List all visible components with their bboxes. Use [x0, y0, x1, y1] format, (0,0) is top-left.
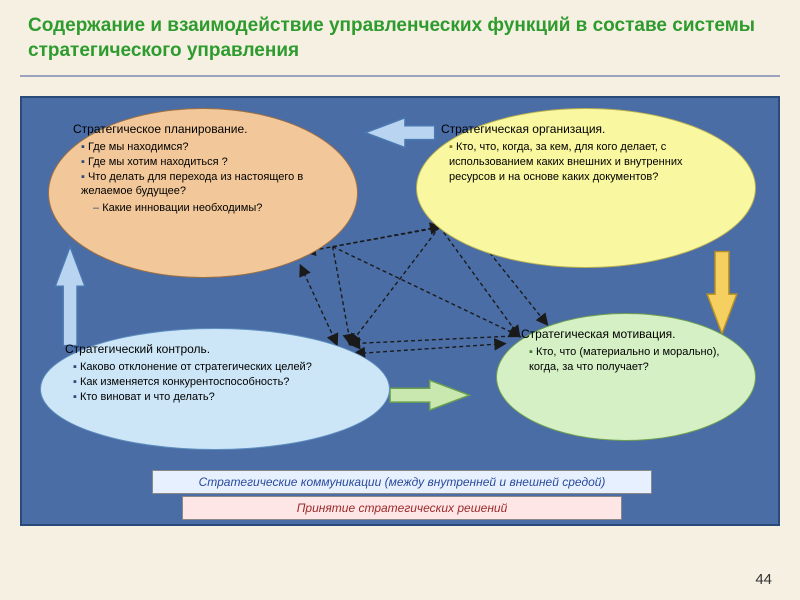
e4-title: Стратегическая мотивация. — [521, 327, 676, 341]
page-title: Содержание и взаимодействие управленческ… — [0, 0, 800, 71]
e2-title: Стратегическая организация. — [441, 122, 605, 136]
e2-list: Кто, что, когда, за кем, для кого делает… — [441, 140, 731, 185]
ellipse-motivation: Стратегическая мотивация. Кто, что (мате… — [496, 313, 756, 441]
page-number: 44 — [755, 571, 772, 588]
ellipse-planning: Стратегическое планирование. Где мы нахо… — [48, 108, 358, 278]
e3-title: Стратегический контроль. — [65, 342, 210, 356]
list-item: Каково отклонение от стратегических целе… — [73, 360, 365, 375]
diagram-container: Стратегическое планирование. Где мы нахо… — [20, 96, 780, 526]
e1-list: Где мы находимся? Где мы хотим находитьс… — [73, 140, 333, 216]
list-item: Кто, что, когда, за кем, для кого делает… — [449, 140, 731, 185]
ellipse-control: Стратегический контроль. Каково отклонен… — [40, 328, 390, 450]
list-item: Где мы находимся? — [81, 140, 333, 155]
list-item: Как изменяется конкурентоспособность? — [73, 375, 365, 390]
list-item: Кто виноват и что делать? — [73, 390, 365, 405]
bar-decisions: Принятие стратегических решений — [182, 496, 622, 520]
list-item: Кто, что (материально и морально), когда… — [529, 345, 731, 375]
list-item: Что делать для перехода из настоящего в … — [81, 170, 333, 200]
e1-title: Стратегическое планирование. — [73, 122, 247, 136]
list-item: Где мы хотим находиться ? — [81, 155, 333, 170]
ellipse-organization: Стратегическая организация. Кто, что, ко… — [416, 108, 756, 268]
divider — [20, 75, 780, 77]
e3-list: Каково отклонение от стратегических целе… — [65, 360, 365, 405]
list-subitem: Какие инновации необходимы? — [93, 201, 333, 216]
bar-communications: Стратегические коммуникации (между внутр… — [152, 470, 652, 494]
e4-list: Кто, что (материально и морально), когда… — [521, 345, 731, 375]
